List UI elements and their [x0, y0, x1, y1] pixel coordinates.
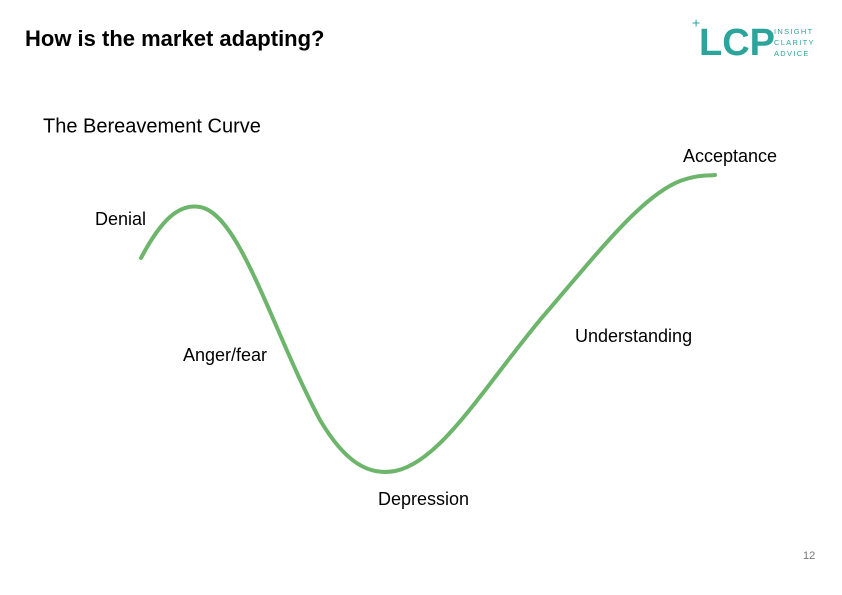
logo-plus: + — [692, 15, 700, 31]
bereavement-curve — [139, 173, 717, 474]
logo-tagline: CLARITY — [774, 38, 815, 47]
logo-name: LCP — [699, 22, 775, 64]
stage-label: Depression — [378, 489, 469, 509]
logo-tagline: ADVICE — [774, 49, 810, 58]
stage-label: Denial — [95, 209, 146, 229]
stage-label: Acceptance — [683, 146, 777, 166]
stage-label: Understanding — [575, 326, 692, 346]
diagram-title: The Bereavement Curve — [43, 115, 261, 137]
logo: + LCP INSIGHT CLARITY ADVICE — [692, 15, 815, 64]
slide-title: How is the market adapting? — [25, 26, 325, 51]
page-number: 12 — [803, 550, 815, 562]
stage-label: Anger/fear — [183, 345, 267, 365]
logo-tagline: INSIGHT — [774, 27, 814, 36]
